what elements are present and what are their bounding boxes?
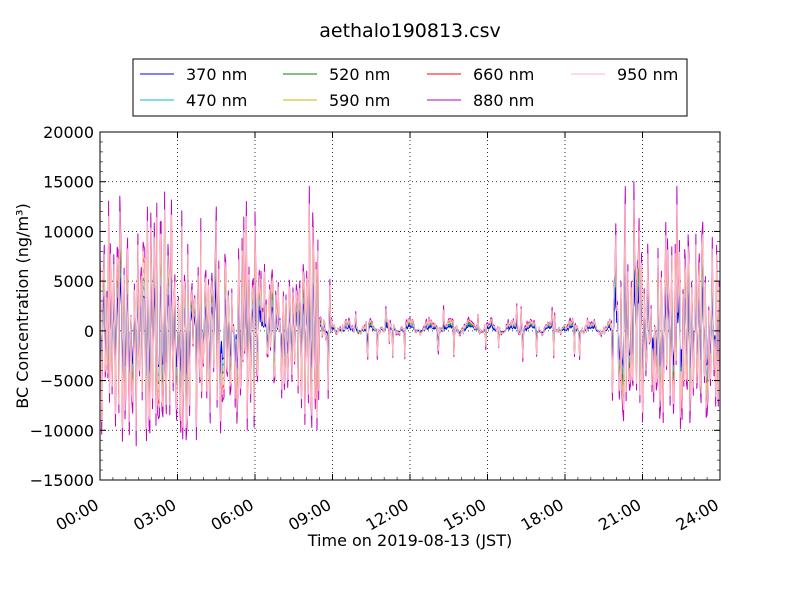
- legend-label: 590 nm: [329, 91, 390, 110]
- x-axis-label: Time on 2019-08-13 (JST): [307, 531, 512, 550]
- y-tick-label: 5000: [53, 272, 94, 291]
- legend-box: [132, 58, 688, 117]
- y-tick-label: −10000: [30, 421, 94, 440]
- legend-label: 470 nm: [186, 91, 247, 110]
- y-tick-label: −5000: [40, 372, 94, 391]
- legend-label: 370 nm: [186, 65, 247, 84]
- y-axis-label: BC Concentration (ng/m³): [13, 203, 32, 408]
- legend-label: 520 nm: [329, 65, 390, 84]
- legend: 370 nm 470 nm 520 nm 590 nm 660 nm 880 nm 950 …: [132, 58, 688, 117]
- legend-label: 950 nm: [617, 65, 678, 84]
- y-tick-label: 20000: [43, 123, 94, 142]
- legend-label: 660 nm: [473, 65, 534, 84]
- y-tick-label: 15000: [43, 173, 94, 192]
- y-tick-label: 10000: [43, 222, 94, 241]
- y-axis-ticks: 20000 15000 10000 5000 0 −5000 −10000 −15000: [30, 123, 720, 490]
- chart-title: aethalo190813.csv: [319, 20, 501, 42]
- y-tick-label: 0: [84, 322, 94, 341]
- y-tick-label: −15000: [30, 471, 94, 490]
- series-line-950-nm: [99, 199, 721, 431]
- series-lines: [99, 181, 721, 447]
- legend-label: 880 nm: [473, 91, 534, 110]
